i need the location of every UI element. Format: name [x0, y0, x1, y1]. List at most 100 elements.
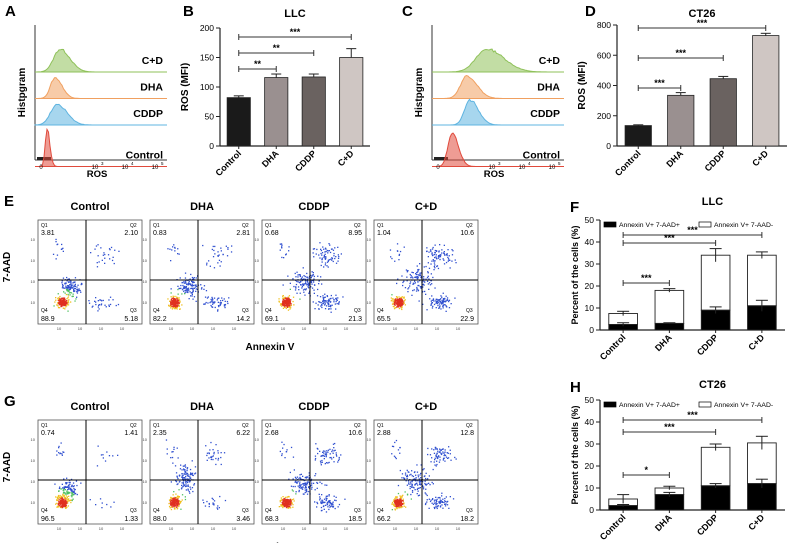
event-dot — [57, 298, 60, 301]
event-dot — [323, 498, 326, 500]
event-dot — [76, 288, 78, 290]
event-dot — [217, 310, 219, 312]
event-dot — [57, 297, 59, 299]
event-dot — [291, 502, 293, 504]
event-dot — [66, 493, 68, 495]
event-dot — [205, 290, 208, 292]
event-dot — [403, 296, 405, 298]
event-dot — [406, 474, 408, 476]
event-dot — [318, 301, 320, 303]
event-dot — [316, 295, 319, 297]
event-dot — [286, 306, 288, 308]
event-dot — [62, 500, 64, 503]
event-dot — [289, 499, 291, 501]
event-dot — [208, 457, 210, 459]
event-dot — [101, 507, 103, 509]
event-dot — [282, 505, 284, 508]
event-dot — [337, 506, 339, 508]
event-dot — [401, 308, 403, 311]
event-dot — [287, 499, 290, 501]
event-dot — [280, 497, 282, 499]
event-dot — [444, 304, 446, 306]
event-dot — [426, 501, 428, 503]
event-dot — [180, 464, 182, 466]
event-dot — [454, 456, 456, 459]
event-dot — [184, 292, 186, 294]
event-dot — [325, 300, 327, 302]
event-dot — [306, 493, 309, 495]
event-dot — [189, 492, 191, 494]
event-dot — [326, 249, 328, 252]
event-dot — [319, 296, 322, 298]
event-dot — [190, 473, 192, 475]
event-dot — [174, 500, 176, 502]
event-dot — [427, 256, 429, 258]
event-dot — [455, 458, 457, 460]
event-dot — [62, 307, 64, 309]
event-dot — [173, 505, 175, 507]
tick-label: 10 — [211, 326, 216, 331]
tick-label: 10 — [120, 326, 125, 331]
event-dot — [319, 450, 321, 452]
event-dot — [64, 501, 67, 504]
event-dot — [445, 500, 447, 503]
event-dot — [288, 502, 290, 504]
event-dot — [191, 487, 194, 489]
event-dot — [292, 498, 295, 500]
event-dot — [439, 254, 441, 256]
event-dot — [439, 506, 442, 508]
event-dot — [416, 464, 418, 466]
dotplot-frame — [37, 419, 143, 525]
event-dot — [428, 282, 431, 284]
event-dot — [177, 248, 179, 250]
event-dot — [337, 257, 340, 259]
event-dot — [335, 256, 337, 258]
event-dot — [439, 500, 441, 503]
event-dot — [170, 498, 172, 500]
event-dot — [337, 461, 339, 463]
event-dot — [281, 441, 283, 443]
event-dot — [330, 505, 332, 507]
event-dot — [338, 503, 341, 506]
event-dot — [188, 298, 190, 300]
bar-control — [226, 97, 251, 147]
event-dot — [292, 456, 295, 458]
panel-letter: C — [402, 3, 413, 20]
event-dot — [64, 489, 66, 491]
event-dot — [435, 465, 437, 467]
chart-title: LLC — [702, 196, 723, 208]
event-dot — [304, 278, 307, 280]
event-dot — [169, 501, 172, 503]
event-dot — [191, 474, 194, 476]
event-dot — [311, 486, 313, 488]
event-dot — [212, 256, 215, 258]
event-dot — [390, 256, 392, 258]
event-dot — [396, 507, 399, 509]
quadrant-value-q2: 2.81 — [236, 230, 250, 237]
event-dot — [290, 503, 292, 505]
dotplot-frame — [373, 219, 479, 325]
event-dot — [407, 480, 410, 482]
event-dot — [396, 507, 398, 509]
event-dot — [399, 499, 401, 501]
event-dot — [394, 508, 396, 510]
event-dot — [69, 499, 72, 501]
event-dot — [211, 301, 213, 303]
event-dot — [328, 299, 330, 301]
event-dot — [442, 498, 444, 500]
event-dot — [285, 301, 287, 304]
event-dot — [304, 283, 306, 285]
event-dot — [65, 306, 67, 308]
event-dot — [335, 299, 338, 301]
event-dot — [304, 280, 307, 282]
event-dot — [218, 305, 220, 308]
event-dot — [312, 482, 315, 484]
event-dot — [400, 506, 403, 508]
event-dot — [73, 489, 76, 491]
event-dot — [327, 252, 329, 254]
event-dot — [304, 491, 306, 494]
event-dot — [289, 301, 291, 303]
event-dot — [60, 497, 62, 499]
event-dot — [445, 261, 448, 264]
event-dot — [393, 298, 395, 301]
